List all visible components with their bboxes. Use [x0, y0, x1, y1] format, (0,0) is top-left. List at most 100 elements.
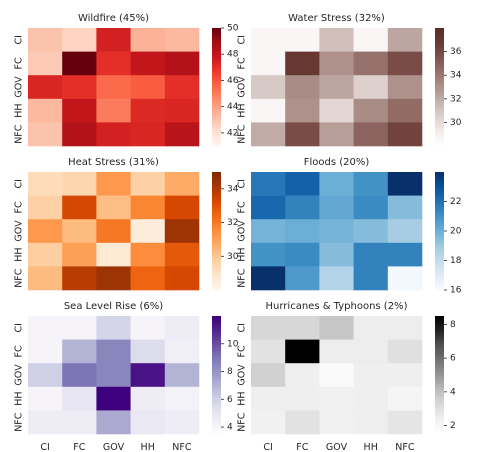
- panel-title: Sea Level Rise (6%): [64, 301, 163, 312]
- heatmap-cell: [353, 122, 389, 147]
- x-tick-label: HH: [364, 442, 378, 452]
- heatmap-cell: [251, 28, 286, 52]
- heatmap-cell: [164, 172, 200, 196]
- heatmap-cell: [319, 219, 354, 244]
- heatmap-cell: [96, 363, 131, 388]
- heatmap-cell: [164, 98, 200, 123]
- y-tick-label: CI: [237, 179, 248, 188]
- heatmap-cell: [62, 386, 97, 411]
- colorbar: [212, 28, 221, 146]
- colorbar-tick-label: 22: [450, 197, 461, 207]
- heatmap-cell: [164, 219, 200, 244]
- heatmap-cell: [164, 122, 200, 147]
- heatmap-cell: [319, 386, 354, 411]
- heatmap-cell: [62, 75, 97, 100]
- heatmap-cell: [28, 172, 63, 196]
- heatmap-cell: [28, 98, 63, 123]
- x-tick-label: NFC: [395, 442, 415, 452]
- y-tick-label: NFC: [14, 412, 25, 432]
- colorbar-tick-label: 8: [227, 367, 233, 377]
- heatmap-cell: [96, 98, 131, 123]
- heatmap-cell: [319, 410, 354, 435]
- heatmap-cell: [164, 195, 200, 220]
- heatmap-cell: [353, 339, 389, 364]
- heatmap-cell: [28, 339, 63, 364]
- heatmap-cell: [319, 266, 354, 291]
- heatmap-cell: [251, 172, 286, 196]
- heatmap-cell: [28, 316, 63, 340]
- heatmap-cell: [164, 363, 200, 388]
- y-tick-label: GOV: [14, 364, 25, 386]
- heatmap-cell: [251, 75, 286, 100]
- heatmap-panel: Hurricanes & Typhoons (2%) CI FC GOV HH NFC CI…: [237, 301, 457, 452]
- heatmap-cell: [130, 51, 166, 76]
- heatmap-cell: [251, 219, 286, 244]
- y-tick-label: FC: [237, 345, 248, 357]
- heatmap-cell: [62, 172, 97, 196]
- heatmap-cell: [285, 195, 320, 220]
- colorbar-tick-label: 6: [227, 395, 233, 405]
- heatmap-cell: [164, 386, 200, 411]
- heatmap-cell: [96, 122, 131, 147]
- heatmap-cell: [130, 363, 166, 388]
- y-tick-label: GOV: [237, 220, 248, 242]
- y-tick-label: HH: [237, 103, 248, 117]
- heatmap-panel: Sea Level Rise (6%) CI FC GOV HH NFC CI FC GOV HH…: [14, 301, 239, 452]
- heatmap-cell: [251, 339, 286, 364]
- heatmap-panel: Water Stress (32%) CI FC GOV HH NFC 30 32 34 36: [237, 13, 462, 147]
- heatmap-cell: [96, 266, 131, 291]
- heatmap-cell: [387, 266, 423, 291]
- colorbar-tick-label: 44: [227, 102, 239, 112]
- colorbar-tick-label: 4: [450, 387, 456, 397]
- heatmap-cell: [28, 386, 63, 411]
- heatmap-cell: [130, 410, 166, 435]
- heatmap-cell: [353, 28, 389, 52]
- y-tick-label: GOV: [14, 220, 25, 242]
- heatmap-cell: [28, 219, 63, 244]
- heatmap-cell: [285, 51, 320, 76]
- heatmap-cell: [353, 51, 389, 76]
- x-tick-label: FC: [73, 442, 85, 452]
- y-tick-label: GOV: [14, 76, 25, 98]
- heatmap-cell: [387, 195, 423, 220]
- heatmap-cell: [387, 122, 423, 147]
- heatmap-cell: [96, 51, 131, 76]
- x-tick-label: FC: [296, 442, 308, 452]
- heatmap-cell: [387, 28, 423, 52]
- heatmap-cell: [130, 98, 166, 123]
- heatmap-cell: [130, 386, 166, 411]
- heatmap-cell: [285, 266, 320, 291]
- heatmap-cell: [62, 339, 97, 364]
- heatmap-cell: [62, 98, 97, 123]
- y-tick-label: FC: [14, 57, 25, 69]
- heatmap-cell: [387, 172, 423, 196]
- heatmap-cell: [319, 363, 354, 388]
- heatmap-cell: [353, 219, 389, 244]
- y-tick-label: GOV: [237, 76, 248, 98]
- heatmap-cell: [62, 122, 97, 147]
- heatmap-cell: [164, 339, 200, 364]
- heatmap-cell: [387, 339, 423, 364]
- y-tick-label: HH: [237, 247, 248, 261]
- heatmap-cell: [96, 339, 131, 364]
- colorbar-tick-label: 32: [450, 94, 461, 104]
- colorbar-tick-label: 30: [227, 252, 239, 262]
- heatmap-cell: [96, 242, 131, 267]
- y-tick-label: CI: [14, 323, 25, 332]
- heatmap-cell: [251, 266, 286, 291]
- colorbar-tick-label: 20: [450, 227, 462, 237]
- heatmap-cell: [130, 122, 166, 147]
- heatmap-cell: [353, 316, 389, 340]
- heatmap-cell: [319, 51, 354, 76]
- heatmap-panel: Floods (20%) CI FC GOV HH NFC 16 18 20 22: [237, 157, 462, 296]
- heatmap-cell: [387, 363, 423, 388]
- colorbar-tick-label: 32: [227, 218, 238, 228]
- heatmap-cell: [96, 386, 131, 411]
- colorbar: [212, 172, 221, 290]
- colorbar-tick-label: 48: [227, 50, 239, 60]
- heatmap-cell: [62, 266, 97, 291]
- x-tick-label: CI: [40, 442, 49, 452]
- heatmap-cell: [251, 410, 286, 435]
- y-tick-label: NFC: [14, 124, 25, 144]
- heatmap-cell: [251, 195, 286, 220]
